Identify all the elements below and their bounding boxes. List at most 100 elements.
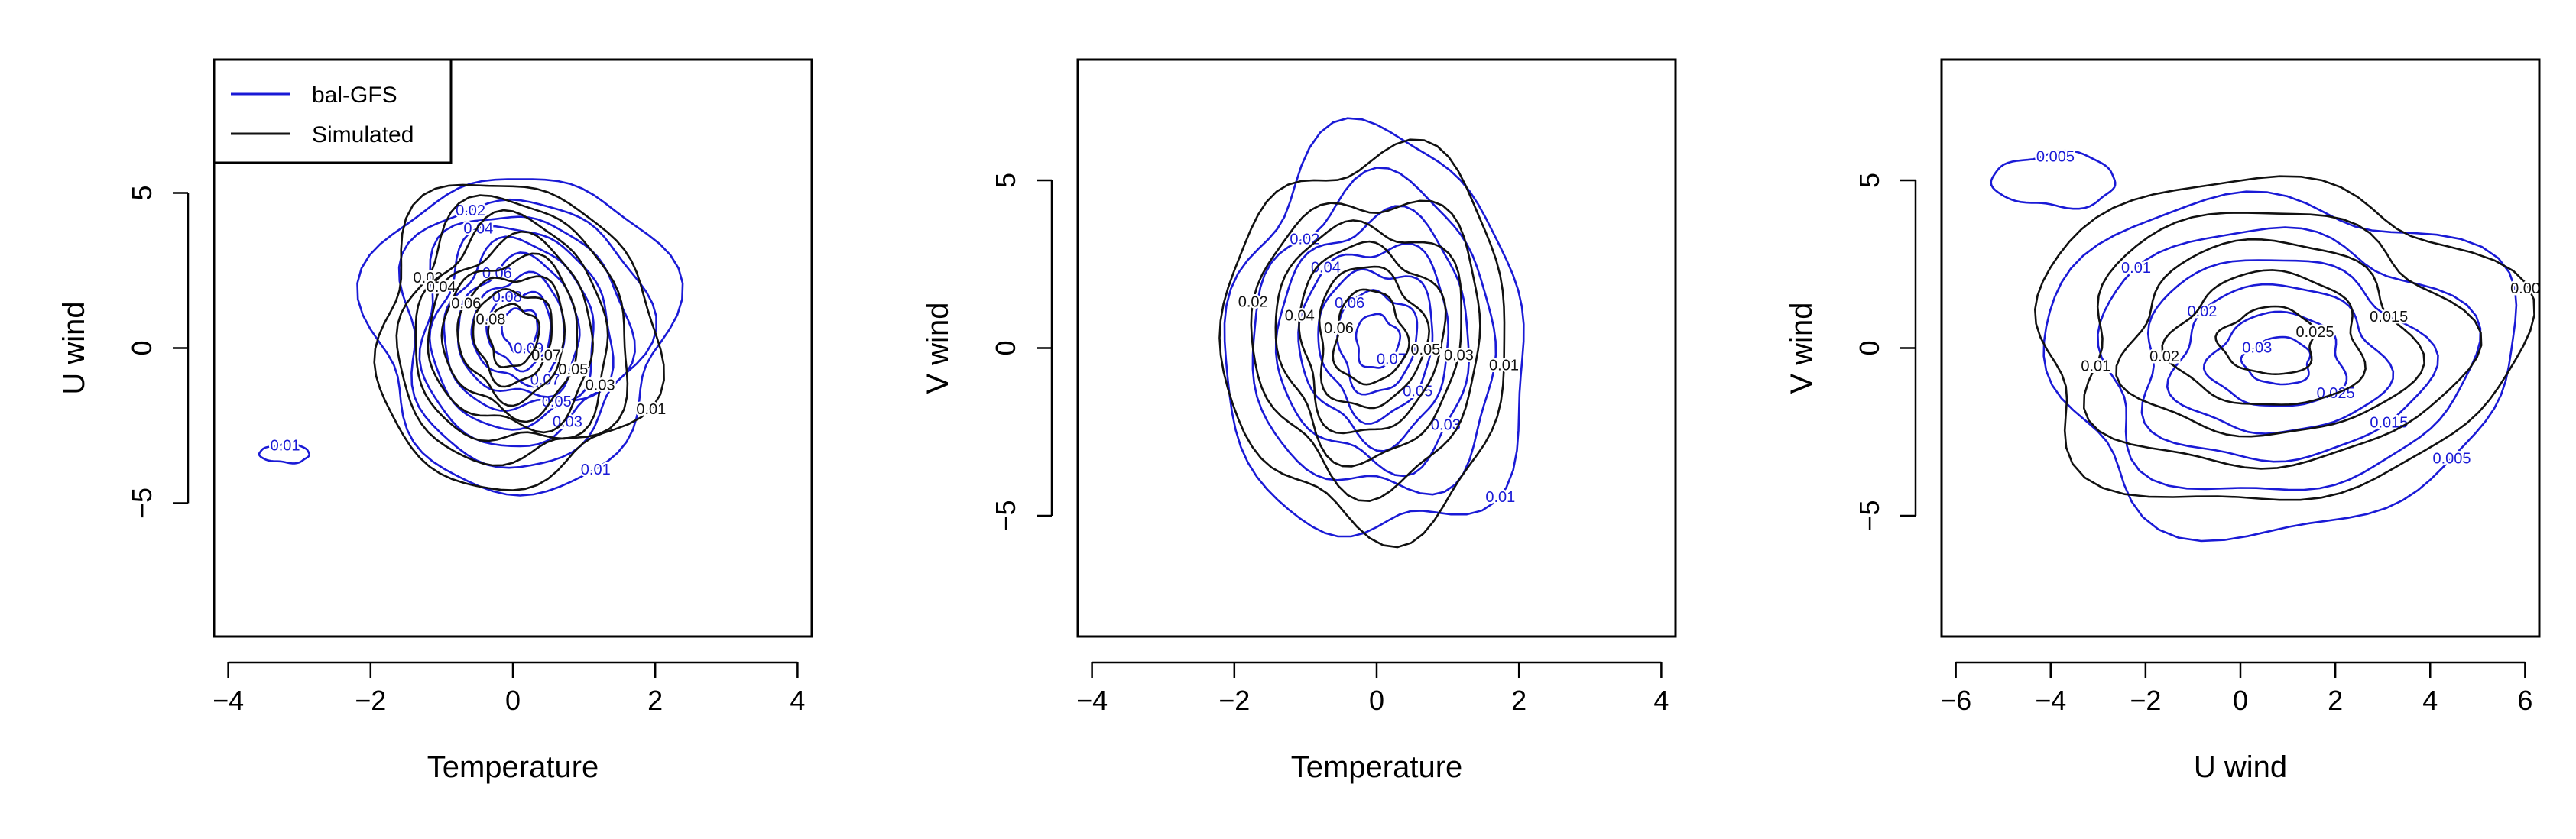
contour-line: [414, 209, 609, 442]
contour-label: 0.02: [2149, 348, 2179, 365]
contour-line: [1332, 288, 1410, 386]
contour-line: [2082, 212, 2483, 470]
y-tick-label: 5: [990, 173, 1021, 188]
contour-label: 0.01: [581, 462, 611, 478]
y-tick-label: 5: [126, 186, 157, 201]
contour-label: 0.02: [456, 202, 485, 219]
contour-label: 0.01: [636, 401, 666, 418]
chart-panel-1: 0.010.020.030.040.050.060.070.080.090.01…: [57, 58, 813, 784]
contour-label: 0.015: [2370, 309, 2408, 326]
x-tick-label: 0: [2233, 685, 2248, 716]
contour-label: 0.01: [1485, 489, 1515, 506]
series-simulated: 0.01 0.02 0.03 0.04 0.05 0.06 0.07 0.08: [373, 183, 668, 491]
contour-line: [1274, 219, 1462, 468]
x-tick-label: 2: [2328, 685, 2343, 716]
contour-line: [1297, 242, 1450, 452]
contour-line: [2202, 310, 2348, 407]
x-tick-label: −4: [1076, 685, 1108, 716]
contour-line: [470, 270, 566, 388]
y-axis-title: V wind: [921, 302, 955, 394]
contour-label: 0.01: [2121, 260, 2151, 277]
plot-frame: [1076, 58, 1677, 638]
contour-line: [2240, 335, 2312, 386]
chart-panel-3: 0.0050.010.0150.020.0250.030.0050.0050.0…: [1785, 58, 2548, 784]
series-bal-gfs: 0.010.020.030.040.050.060.07: [1223, 117, 1525, 538]
legend: bal-GFS Simulated: [213, 58, 453, 164]
contour-label: 0.08: [475, 311, 505, 328]
contour-label: 0.05: [1410, 342, 1440, 358]
contour-line: [485, 290, 552, 373]
contour-label: 0.03: [2242, 340, 2272, 357]
x-tick-label: −2: [1218, 685, 1250, 716]
contour-label: 0.01: [271, 438, 300, 455]
contour-line: [356, 178, 684, 497]
contour-line: [1251, 167, 1497, 496]
contour-line: [2033, 175, 2535, 501]
contour-label: 0.025: [2295, 324, 2334, 341]
contour-line: [418, 215, 636, 448]
plot-area: 0.010.020.030.040.050.060.070.080.090.01…: [258, 178, 684, 497]
x-tick-label: 4: [2422, 685, 2438, 716]
y-tick-label: 5: [1854, 173, 1885, 188]
contour-label: 0.005: [2510, 280, 2548, 297]
y-axis: −5 0 5 V wind: [1785, 173, 1917, 532]
contour-line: [443, 235, 595, 412]
x-tick-label: −4: [2035, 685, 2066, 716]
plot-frame: [213, 58, 813, 638]
y-tick-label: 0: [990, 340, 1021, 355]
x-axis: −6 −4 −2 0 2 4 6 U wind: [1940, 661, 2532, 784]
contour-label: 0.02: [414, 270, 443, 287]
contour-label: 0.005: [2036, 148, 2075, 165]
contour-label: 0.02: [1290, 231, 1319, 248]
contour-line: [1298, 240, 1447, 435]
series-bal-gfs: 0.010.020.030.040.050.060.070.080.090.01: [258, 178, 684, 497]
contour-line: [427, 230, 594, 434]
x-tick-label: 2: [647, 685, 663, 716]
y-tick-label: −5: [990, 500, 1021, 531]
contour-label: 0.005: [2433, 451, 2471, 468]
contour-label: 0.04: [1285, 308, 1315, 325]
x-axis-title: U wind: [2194, 750, 2287, 784]
y-tick-label: 0: [1854, 340, 1885, 355]
series-simulated: 0.005 0.01 0.015 0.02 0.025: [2033, 175, 2548, 501]
contour-line: [2214, 305, 2316, 376]
contour-line: [1223, 117, 1525, 538]
contour-line: [2140, 259, 2439, 463]
contour-label: 0.07: [530, 371, 560, 388]
contour-label: 0.04: [427, 279, 456, 296]
series-simulated: 0.01 0.02 0.03 0.04 0.05 0.06: [1218, 138, 1520, 549]
contour-line: [1318, 265, 1431, 410]
legend-box: [213, 58, 453, 164]
contour-label: 0.08: [492, 289, 522, 306]
contour-label: 0.07: [531, 347, 561, 364]
y-axis: −5 0 5 V wind: [921, 173, 1053, 532]
contour-line: [487, 303, 541, 368]
y-axis-title: U wind: [57, 301, 91, 394]
contour-line: [1317, 268, 1434, 425]
y-axis: −5 0 5 U wind: [57, 186, 190, 519]
contour-label: 0.05: [558, 361, 588, 378]
plot-area: 0.0050.010.0150.020.0250.030.0050.0050.0…: [1990, 147, 2548, 543]
contour-line: [440, 252, 578, 423]
contour-line: [1355, 313, 1402, 369]
contour-line: [2115, 238, 2425, 438]
legend-label: Simulated: [312, 122, 414, 147]
x-axis: −4 −2 0 2 4 Temperature: [1076, 661, 1669, 784]
x-tick-label: 4: [1653, 685, 1669, 716]
y-axis-title: V wind: [1785, 302, 1818, 394]
contour-label: 0.03: [1444, 348, 1474, 364]
x-tick-label: 0: [505, 685, 521, 716]
y-tick-label: 0: [126, 340, 157, 355]
contour-line: [456, 275, 566, 407]
contour-line: [1336, 289, 1419, 396]
x-tick-label: 4: [790, 685, 805, 716]
x-tick-label: 0: [1369, 685, 1384, 716]
chart-panel-2: 0.010.020.030.040.050.060.07 0.010.020.03…: [921, 58, 1677, 784]
x-axis: −4 −2 0 2 4 Temperature: [213, 661, 805, 784]
x-axis-title: Temperature: [427, 750, 599, 784]
contour-label: 0.02: [2188, 303, 2218, 320]
y-tick-label: −5: [126, 488, 157, 519]
contour-line: [2097, 226, 2482, 491]
series-bal-gfs: 0.005 0.01 0.015 0.02 0.025 0.03 0.005: [1990, 147, 2518, 543]
